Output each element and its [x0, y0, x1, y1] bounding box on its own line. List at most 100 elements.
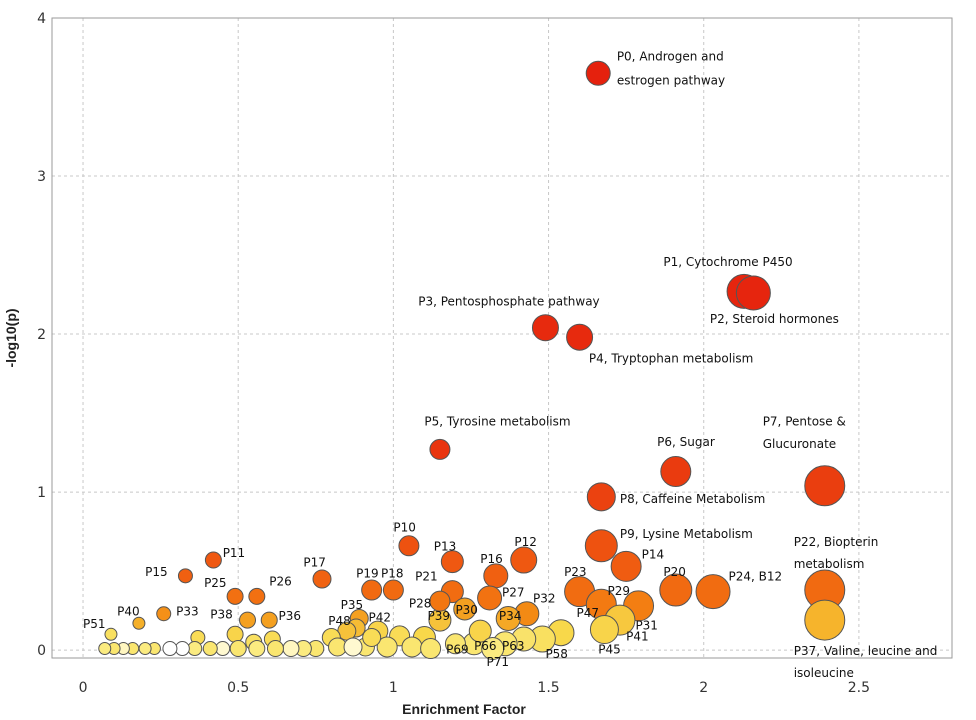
point-annotation: P34 [499, 609, 522, 623]
point-annotation: P22, Biopterin [794, 535, 879, 549]
point-annotation: P28 [409, 596, 432, 610]
bubble-p3 [531, 314, 559, 342]
point-annotation: P42 [369, 611, 392, 625]
point-annotation: P25 [204, 576, 227, 590]
bubble-unlabeled [282, 640, 300, 658]
bubble-p0 [585, 60, 611, 86]
bubble-unlabeled [226, 625, 244, 643]
point-annotation: P58 [545, 647, 568, 661]
bubble-unlabeled [468, 619, 492, 643]
point-annotation: P26 [269, 574, 292, 588]
point-annotation: P40 [117, 604, 140, 618]
bubble-p37 [804, 599, 846, 641]
point-annotation: P15 [145, 565, 168, 579]
bubble-unlabeled [266, 640, 284, 658]
bubble-p7 [804, 465, 846, 507]
bubble-unlabeled [215, 641, 231, 657]
bubble-p17 [312, 569, 332, 589]
point-annotation: P0, Androgen and [617, 50, 724, 64]
x-tick-label: 2.5 [848, 680, 870, 696]
point-annotation: P19 [356, 566, 379, 580]
bubble-p11 [204, 551, 222, 569]
x-tick-labels: 0 0.5 1 1.5 2 2.5 [79, 680, 870, 696]
bubble-p13 [440, 550, 464, 574]
bubble-p4 [566, 323, 594, 351]
y-tick-label: 3 [37, 169, 46, 185]
point-annotation: P11 [223, 546, 246, 560]
bubble-p10 [398, 535, 420, 557]
y-axis-title: -log10(p) [3, 308, 19, 367]
bubble-p9 [584, 529, 618, 563]
point-annotation: P12 [514, 535, 537, 549]
y-tick-label: 1 [37, 485, 46, 501]
point-annotation: P9, Lysine Metabolism [620, 527, 753, 541]
bubble-p20 [659, 573, 693, 607]
bubble-p28 [429, 590, 451, 612]
bubble-unlabeled [138, 642, 152, 656]
y-tick-label: 2 [37, 327, 46, 343]
bubble-p26 [248, 587, 266, 605]
bubble-unlabeled [187, 641, 203, 657]
bubble-layer [98, 60, 846, 661]
point-annotation: P31 [635, 619, 658, 633]
point-annotation: P39 [428, 609, 451, 623]
bubble-p6 [660, 456, 692, 488]
bubble-p27 [477, 585, 503, 611]
bubble-unlabeled [229, 640, 247, 658]
x-tick-label: 2 [699, 680, 708, 696]
bubble-unlabeled [481, 637, 505, 661]
point-annotation: P8, Caffeine Metabolism [620, 492, 765, 506]
x-tick-label: 1 [389, 680, 398, 696]
bubble-unlabeled [248, 640, 266, 658]
bubble-p15 [177, 568, 193, 584]
annotation-layer: P0, Androgen and estrogen pathway P1, Cyto… [83, 50, 937, 680]
point-annotation: estrogen pathway [617, 73, 725, 87]
point-annotation: P6, Sugar [657, 435, 715, 449]
bubble-p8 [586, 482, 616, 512]
bubble-unlabeled [162, 641, 178, 657]
bubble-p30 [453, 597, 477, 621]
point-annotation: P37, Valine, leucine and [794, 644, 938, 658]
bubble-p19 [361, 579, 383, 601]
bubble-unlabeled [376, 636, 398, 658]
point-annotation: P5, Tyrosine metabolism [424, 415, 570, 429]
point-annotation: P4, Tryptophan metabolism [589, 351, 753, 365]
point-annotation: P14 [642, 547, 665, 561]
bubble-p5 [429, 438, 451, 460]
point-annotation: P51 [83, 617, 106, 631]
point-annotation: P47 [576, 606, 599, 620]
point-annotation: P21 [415, 570, 438, 584]
point-annotation: P35 [341, 598, 364, 612]
y-tick-label: 0 [37, 643, 46, 659]
point-annotation: P30 [455, 603, 478, 617]
bubble-p24 [695, 574, 731, 610]
bubble-p36 [260, 611, 278, 629]
point-annotation: P36 [279, 609, 302, 623]
bubble-p34 [495, 605, 521, 631]
point-annotation: P71 [486, 655, 509, 669]
point-annotation: P17 [303, 555, 326, 569]
point-annotation: P1, Cytochrome P450 [663, 255, 792, 269]
x-tick-label: 1.5 [537, 680, 559, 696]
bubble-p38 [239, 611, 257, 629]
point-annotation: P24, B12 [729, 570, 783, 584]
bubble-p33 [156, 606, 172, 622]
bubble-p45 [589, 615, 619, 645]
bubble-unlabeled [401, 636, 423, 658]
x-tick-label: 0.5 [227, 680, 249, 696]
point-annotation: P18 [381, 566, 404, 580]
point-annotation: P27 [502, 585, 525, 599]
point-annotation: Glucuronate [763, 437, 837, 451]
point-annotation: P69 [446, 642, 469, 656]
bubble-p25 [226, 587, 244, 605]
point-annotation: P23 [564, 565, 587, 579]
bubble-unlabeled [98, 642, 112, 656]
point-annotation: P41 [626, 630, 649, 644]
point-annotation: P66 [474, 639, 497, 653]
bubble-unlabeled [202, 641, 218, 657]
point-annotation: P16 [480, 552, 503, 566]
point-annotation: P10 [393, 521, 416, 535]
x-axis-title: Enrichment Factor [402, 701, 526, 717]
bubble-p14 [610, 550, 642, 582]
